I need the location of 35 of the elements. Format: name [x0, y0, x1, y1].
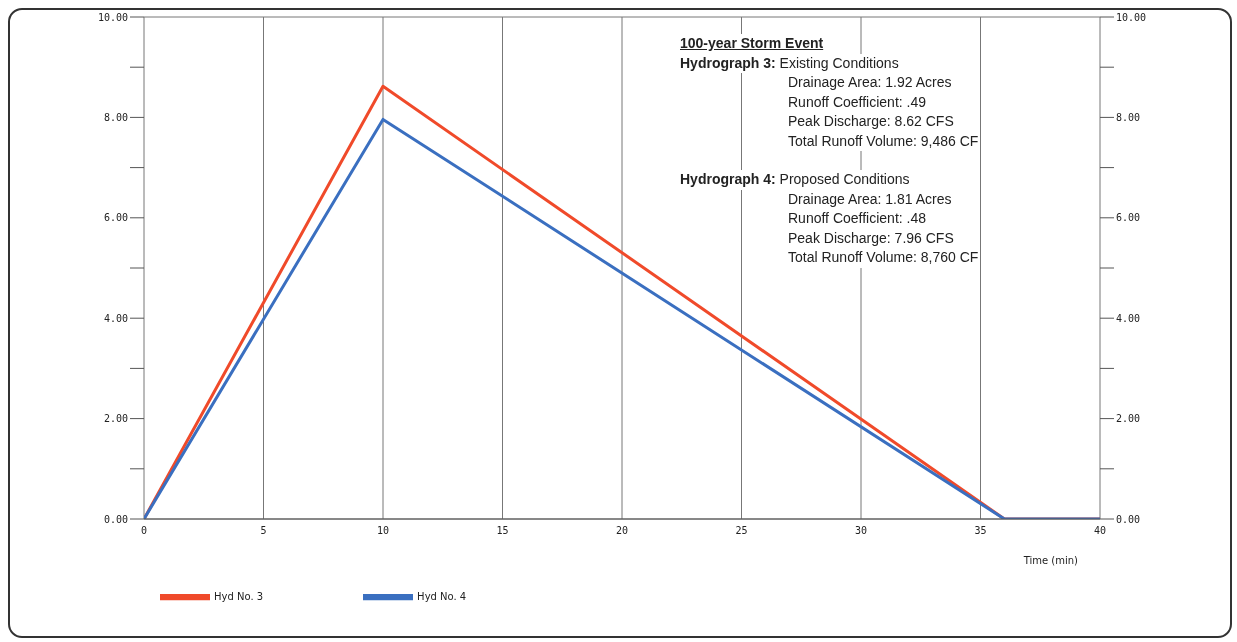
- y-tick-label: 2.00: [103, 413, 128, 425]
- annotation: Peak Discharge: 7.96 CFS: [788, 228, 954, 248]
- x-tick-label: 20: [615, 525, 629, 537]
- y2-tick-label: 0.00: [1116, 513, 1141, 525]
- annotation: Total Runoff Volume: 9,486 CF: [788, 131, 979, 151]
- annotation: Drainage Area: 1.81 Acres: [788, 189, 952, 209]
- x-tick-label: 15: [496, 525, 509, 537]
- legend-label: Hyd No. 3: [214, 591, 264, 602]
- x-tick-label: 25: [735, 525, 748, 537]
- y2-tick-label: 10.00: [1116, 11, 1147, 23]
- annotation: Total Runoff Volume: 8,760 CF: [788, 248, 979, 268]
- x-tick-label: 30: [854, 525, 868, 537]
- annotation: Hydrograph 4: Proposed Conditions: [680, 170, 910, 190]
- x-tick-label: 5: [260, 525, 267, 537]
- y-tick-label: 0.00: [103, 513, 128, 525]
- y2-tick-label: 2.00: [1116, 413, 1141, 425]
- x-axis-title: Time (min): [1022, 555, 1079, 566]
- y-tick-label: 6.00: [103, 212, 128, 224]
- x-tick-label: 35: [974, 525, 987, 537]
- y-tick-label: 10.00: [97, 11, 128, 23]
- y2-tick-label: 4.00: [1116, 312, 1141, 324]
- legend-label: Hyd No. 4: [417, 591, 467, 602]
- y2-tick-label: 6.00: [1116, 212, 1141, 224]
- annotation: Drainage Area: 1.92 Acres: [788, 73, 952, 93]
- x-tick-label: 10: [376, 525, 390, 537]
- annotation: Runoff Coefficient: .48: [788, 209, 927, 229]
- y2-tick-label: 8.00: [1116, 111, 1141, 123]
- y-tick-label: 8.00: [103, 111, 128, 123]
- x-tick-label: 0: [140, 525, 148, 537]
- annotation: Runoff Coefficient: .49: [788, 92, 927, 112]
- x-tick-label: 40: [1093, 525, 1107, 537]
- y-tick-label: 4.00: [103, 312, 128, 324]
- annotation: Peak Discharge: 8.62 CFS: [788, 112, 954, 132]
- annotation: 100-year Storm Event: [680, 34, 824, 54]
- annotation: Hydrograph 3: Existing Conditions: [680, 53, 899, 73]
